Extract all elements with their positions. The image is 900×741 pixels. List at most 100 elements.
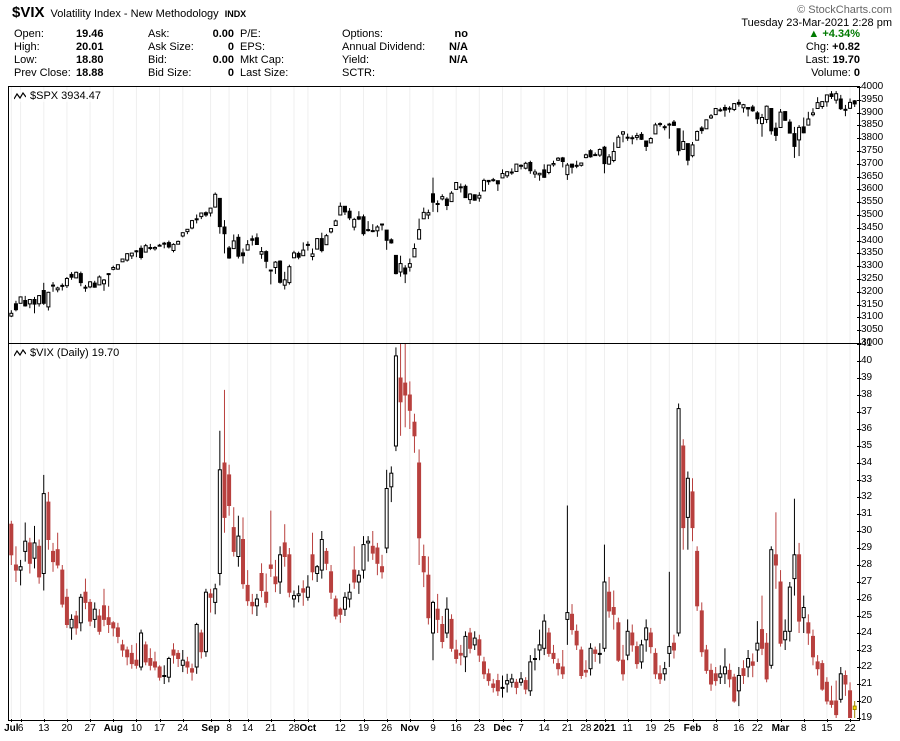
y-axis-tick: [857, 125, 861, 127]
x-axis-label: 24: [177, 723, 189, 734]
x-axis-label: 19: [645, 723, 657, 734]
y-axis-tick: [857, 684, 861, 685]
x-axis-label: 9: [430, 723, 436, 734]
y-axis-label: 3000: [861, 337, 884, 348]
x-axis-label: 28: [288, 723, 300, 734]
x-axis-label: 23: [473, 723, 485, 734]
x-axis-tick: [521, 719, 522, 722]
y-axis-tick: [857, 279, 861, 280]
x-axis-label: Oct: [299, 723, 317, 734]
x-axis-label: Sep: [201, 723, 220, 734]
y-axis-label: 3650: [861, 170, 884, 182]
y-axis-tick: [857, 548, 861, 549]
y-axis-label: 4000: [861, 81, 884, 92]
x-axis-tick: [850, 719, 851, 722]
quote-value: 0: [853, 67, 860, 79]
x-axis-tick: [90, 719, 92, 722]
x-axis-label: 17: [154, 723, 166, 734]
quote-col-options: Options: no Annual Dividend: N/A Yield: N/A…: [342, 28, 468, 80]
y-axis-tick: [857, 565, 861, 566]
y-axis-label: 31: [861, 508, 873, 519]
x-axis-label: 15: [821, 723, 833, 734]
vix-panel-label: $VIX (Daily) 19.70: [14, 347, 120, 359]
y-axis-tick: [857, 253, 861, 255]
y-axis-label: 33: [861, 474, 873, 485]
x-axis-tick: [247, 719, 249, 722]
x-axis-tick: [229, 719, 231, 722]
x-axis-label: 28: [580, 723, 592, 734]
quote-value: 20.01: [76, 41, 104, 53]
y-axis-tick: [857, 330, 861, 332]
y-axis-label: 21: [861, 678, 873, 689]
y-axis-tick: [857, 266, 861, 268]
quote-value: 0: [227, 67, 234, 79]
security-name: Volatility Index - New Methodology: [50, 8, 219, 20]
quote-label: Options:: [342, 28, 383, 40]
quote-row: Ask Size: 0: [148, 41, 234, 54]
y-axis-label: 32: [861, 491, 873, 502]
y-axis-tick: [857, 497, 861, 498]
y-axis-label: 26: [861, 593, 873, 604]
y-axis-label: 3050: [861, 324, 884, 336]
x-axis-label: 27: [84, 723, 96, 734]
y-axis-tick: [857, 291, 861, 293]
y-axis-tick: [857, 650, 861, 651]
quote-value: 18.80: [76, 54, 104, 66]
quote-row: Chg: +0.82: [806, 41, 860, 54]
y-axis-tick: [857, 429, 861, 430]
x-axis-tick: [66, 719, 68, 722]
y-axis-label: 3350: [861, 247, 884, 259]
x-axis-tick: [43, 719, 45, 722]
quote-row: Open: 19.46: [14, 28, 104, 41]
x-axis-label: 8: [712, 723, 719, 734]
y-axis-tick: [857, 480, 861, 481]
x-axis-tick: [210, 719, 212, 722]
x-axis-label: 11: [622, 723, 633, 734]
y-axis-label: 3800: [861, 132, 884, 144]
quote-label: Bid Size:: [148, 67, 192, 79]
y-axis-label: 22: [861, 661, 873, 672]
y-axis-tick: [857, 701, 861, 702]
y-axis-label: 34: [861, 457, 873, 468]
quote-value: 0.00: [212, 54, 234, 66]
quote-value: N/A: [449, 54, 468, 66]
quote-value: 19.46: [76, 28, 104, 40]
y-axis-label: 30: [861, 525, 873, 536]
y-axis-tick: [857, 138, 861, 140]
quote-label: Annual Dividend:: [342, 41, 426, 53]
x-axis-label: 13: [38, 723, 50, 734]
quote-value: 0: [227, 41, 234, 53]
up-arrow-icon: ▲: [808, 28, 820, 40]
x-axis-tick: [270, 719, 272, 722]
x-axis-tick: [738, 719, 740, 722]
quote-row: High: 20.01: [14, 41, 104, 54]
vix-candlestick-chart: [9, 344, 857, 718]
x-axis-tick: [780, 719, 782, 722]
x-axis-label: 21: [561, 723, 573, 734]
quote-row: Bid Size: 0: [148, 67, 234, 80]
x-axis-label: 7: [518, 723, 524, 734]
y-axis-label: 25: [861, 610, 873, 621]
quote-row: Prev Close: 18.88: [14, 67, 104, 80]
y-axis-label: 23: [861, 644, 873, 655]
quote-row: Mkt Cap:: [240, 54, 304, 67]
x-axis-tick: [433, 719, 434, 722]
quote-label: Prev Close:: [14, 67, 71, 79]
y-axis-label: 19: [861, 712, 873, 723]
y-axis-tick: [857, 531, 861, 532]
x-axis-label: 8: [226, 723, 232, 734]
quote-label: Bid:: [148, 54, 167, 66]
y-axis-label: 28: [861, 559, 873, 570]
quote-label: Ask Size:: [148, 41, 194, 53]
y-axis-label: 3450: [861, 221, 884, 233]
quote-label: Mkt Cap:: [240, 54, 285, 66]
quote-value: 19.70: [832, 54, 860, 66]
y-axis-tick: [857, 215, 861, 216]
x-axis-label: 20: [61, 723, 73, 734]
x-axis-tick: [544, 719, 546, 722]
y-axis-label: 3400: [861, 234, 884, 246]
y-axis: 4000 3950 3900 3850 3800 3750 3700 3650 3600 3550…: [857, 0, 899, 741]
quote-label: Yield:: [342, 54, 370, 66]
vix-panel-label-text: $VIX (Daily) 19.70: [30, 347, 120, 359]
y-axis-label: 41: [861, 338, 873, 349]
